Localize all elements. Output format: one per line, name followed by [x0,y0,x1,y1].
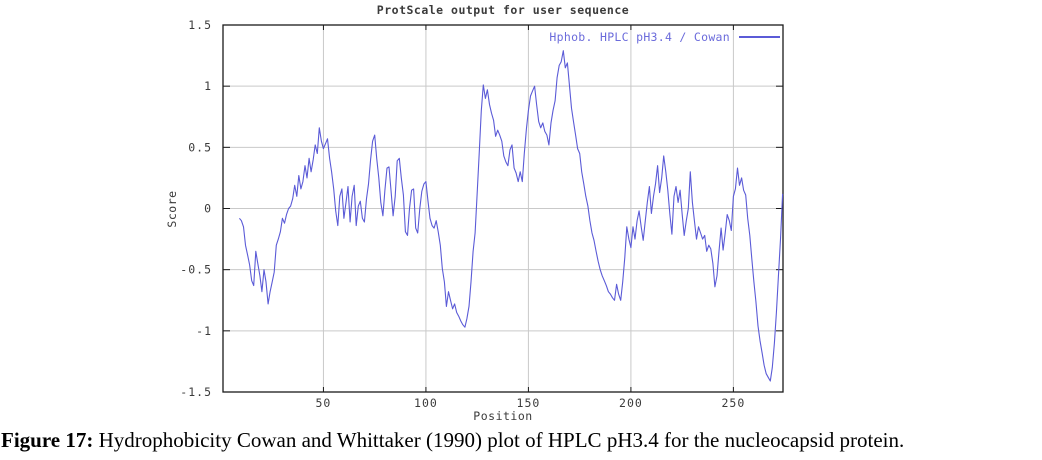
x-tick-label: 250 [722,396,746,410]
x-tick-label: 150 [517,396,541,410]
y-tick-label: 1.5 [188,18,212,32]
figure-caption: Figure 17: Hydrophobicity Cowan and Whit… [1,428,1031,453]
y-tick-label: -0.5 [180,263,212,277]
y-tick-label: 0 [204,202,212,216]
legend-label: Hphob. HPLC pH3.4 / Cowan [549,30,730,44]
y-tick-label: 1 [204,79,212,93]
chart-title: ProtScale output for user sequence [376,3,630,17]
y-tick-label: -1.5 [180,385,212,399]
legend-line-sample-icon [739,36,780,38]
x-tick-label: 200 [619,396,643,410]
figure-caption-label: Figure 17: [1,428,94,452]
legend: Hphob. HPLC pH3.4 / Cowan [549,30,780,44]
y-tick-label: 0.5 [188,140,212,154]
x-tick-label: 50 [316,396,332,410]
x-tick-label: 100 [414,396,438,410]
x-axis-title: Position [473,409,533,423]
y-tick-label: -1 [196,324,212,338]
figure-caption-text: Hydrophobicity Cowan and Whittaker (1990… [93,428,905,452]
y-axis-title: Score [165,190,179,228]
series-line [238,50,784,382]
